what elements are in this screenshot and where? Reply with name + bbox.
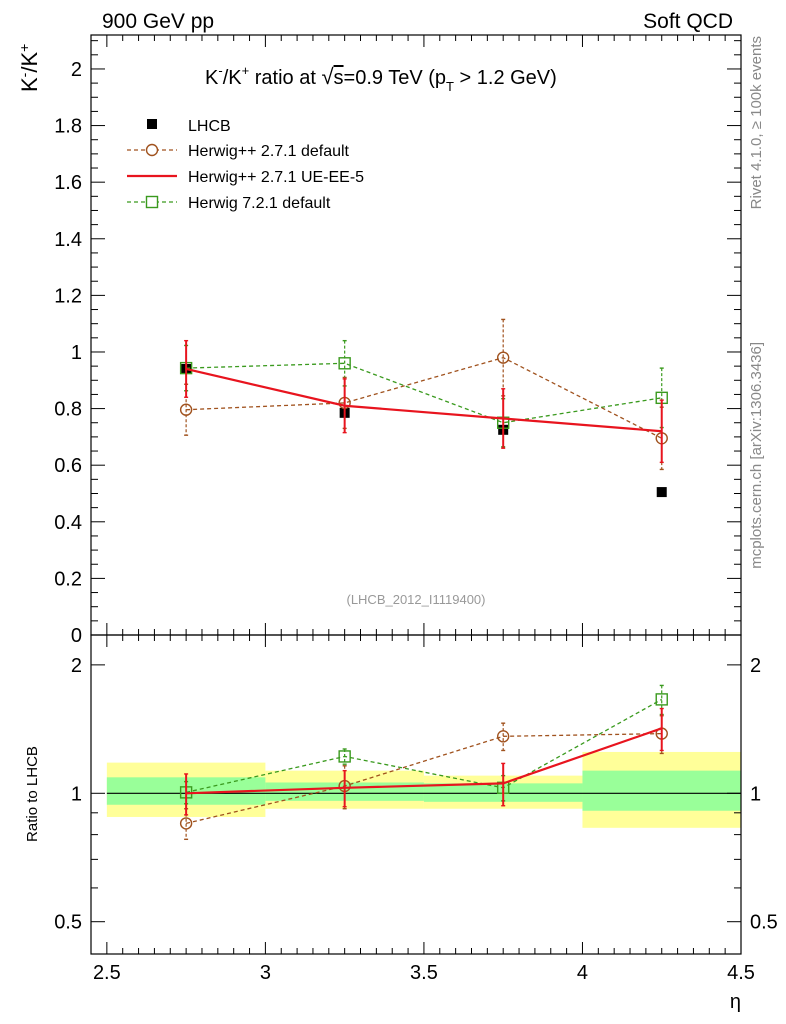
main-point-herwigpp-default-2 [496,351,510,364]
data-point-lhcb-3 [656,487,667,498]
x-tick-label-0: 2.5 [93,962,121,984]
ratio-y-tick-label-right-2: 2 [750,655,761,677]
main-y-tick-label-4: 0.8 [54,399,82,421]
ratio-point-herwig7-1 [338,750,351,763]
ratio-y-tick-label-left-0: 0.5 [54,912,82,934]
analysis-reference: (LHCB_2012_I1119400) [346,592,485,607]
ratio-y-tick-label-left-1: 1 [71,783,82,805]
header-left-label: 900 GeV pp [102,10,214,33]
ratio-y-axis-label: Ratio to LHCB [24,746,41,842]
ratio-point-herwigpp-default-0 [179,817,193,830]
legend-marker-lhcb [147,119,157,129]
legend-label-herwigpp-default: Herwig++ 2.7.1 default [188,143,350,160]
ratio-line-herwigpp-ueee5 [186,727,663,795]
legend-label-lhcb: LHCB [188,118,231,135]
svg-text:K-/K+ ratio at √s=0.9 TeV (pT: K-/K+ ratio at √s=0.9 TeV (pT > 1.2 GeV) [205,63,557,94]
x-axis-label: η [730,991,741,1013]
main-line-herwig7 [186,362,662,424]
header-right-label: Soft QCD [643,10,733,33]
ratio-point-herwig7-3 [655,693,668,706]
main-y-tick-label-3: 0.6 [54,455,82,477]
ratio-y-tick-label-left-2: 2 [71,655,82,677]
legend-label-herwigpp-ueee5: Herwig++ 2.7.1 UE-EE-5 [188,169,364,186]
x-tick-label-1: 3 [260,962,271,984]
chart-title: K-/K+ ratio at √s=0.9 TeV (pT > 1.2 GeV) [205,63,557,94]
main-y-tick-label-5: 1 [71,342,82,364]
main-y-tick-label-2: 0.4 [54,512,82,534]
main-y-axis-label: K-/K+ [16,44,42,92]
legend: LHCB Herwig++ 2.7.1 default Herwig++ 2.7… [127,118,364,212]
main-point-herwig7-1 [338,357,351,370]
main-y-tick-label-0: 0 [71,625,82,647]
legend-marker-herwig7 [145,195,159,209]
x-tick-label-3: 4 [577,962,588,984]
ratio-plot-frame [90,634,742,955]
main-y-tick-label-7: 1.4 [54,229,82,251]
main-y-tick-label-8: 1.6 [54,172,82,194]
ratio-y-tick-label-right-1: 1 [750,783,761,805]
main-line-herwigpp-default [186,356,663,439]
ratio-band-inner-3 [582,770,741,811]
main-point-herwigpp-default-0 [179,403,193,416]
legend-label-herwig7: Herwig 7.2.1 default [188,195,331,212]
main-y-tick-label-10: 2 [71,59,82,81]
main-y-tick-label-6: 1.2 [54,285,82,307]
x-tick-label-2: 3.5 [410,962,438,984]
rivet-version-label: Rivet 4.1.0, ≥ 100k events [748,36,765,209]
ratio-y-tick-label-right-0: 0.5 [750,912,778,934]
ratio-line-herwig7 [185,698,663,793]
ratio-point-herwigpp-default-2 [496,730,510,743]
mcplots-reference-label: mcplots.cern.ch [arXiv:1306.3436] [748,342,765,569]
x-tick-label-4: 4.5 [727,962,755,984]
legend-marker-herwigpp-default [145,143,159,157]
main-y-tick-label-9: 1.8 [54,116,82,138]
main-y-tick-label-1: 0.2 [54,568,82,590]
main-line-herwigpp-ueee5 [185,367,662,433]
ratio-line-herwigpp-default [185,732,662,825]
